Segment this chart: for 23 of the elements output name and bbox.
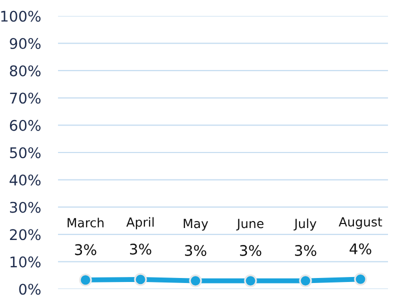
y-tick-label: 10% [10, 256, 41, 268]
y-tick-label: 20% [10, 229, 41, 240]
y-tick-label: 40% [10, 174, 41, 186]
data-label: 3% [295, 244, 316, 256]
y-tick-label: 90% [10, 38, 41, 50]
x-tick-label: June [236, 218, 264, 231]
y-tick-label: 60% [10, 120, 41, 131]
data-label: 3% [240, 244, 262, 256]
x-tick-label: August [338, 217, 382, 229]
y-tick-label: 80% [10, 65, 41, 76]
y-tick-label: 100% [1, 10, 41, 22]
data-label: 4% [350, 243, 372, 254]
x-tick-label: July [294, 218, 316, 231]
x-tick-label: March [68, 218, 104, 228]
x-tick-label: April [126, 217, 154, 230]
y-tick-label: 70% [10, 92, 41, 104]
y-tick-label: 50% [10, 147, 41, 158]
data-label: 3% [130, 244, 152, 255]
data-label: 3% [75, 244, 96, 256]
y-tick-label: 30% [10, 202, 41, 213]
data-label: 3% [185, 244, 206, 256]
x-tick-label: May [184, 218, 208, 231]
y-tick-label: 0% [19, 284, 41, 295]
